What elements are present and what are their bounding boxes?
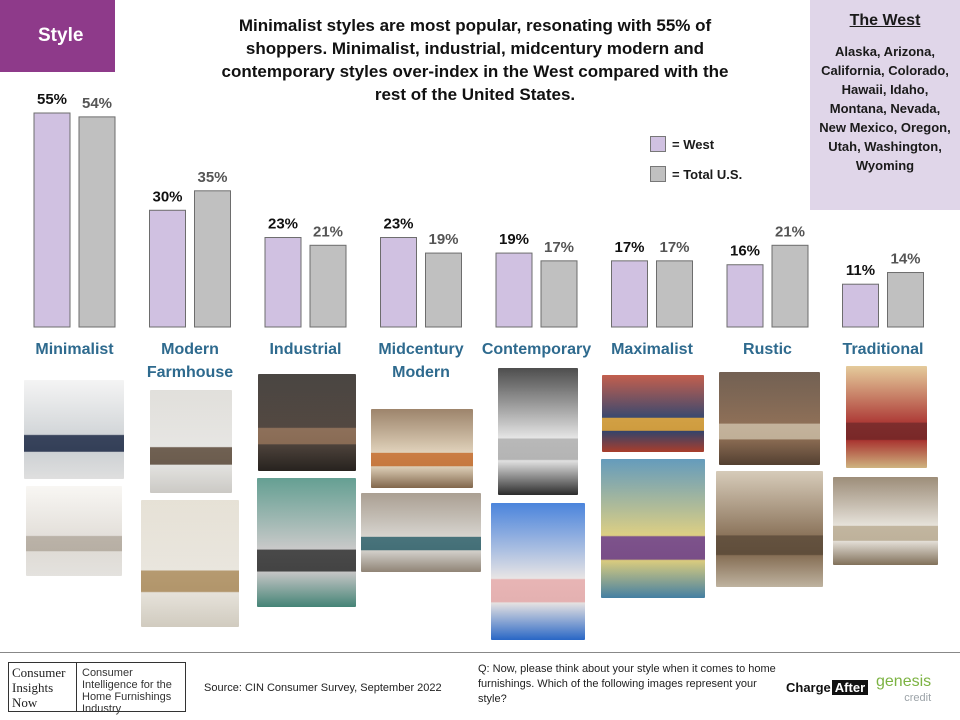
style-section-tag: Style (0, 0, 115, 72)
genesis-logo-sub: credit (904, 692, 932, 704)
minimalist-photo-1 (24, 380, 124, 479)
data-label-traditional-total: 14% (890, 251, 920, 268)
bar-midcentury-modern-total (425, 252, 462, 328)
data-label-contemporary-west: 19% (499, 231, 529, 248)
bar-chart: 55% 54% Minimalist 30% 35% Modern Farmhouse 23%… (33, 91, 924, 381)
category-label-traditional: Traditional (843, 341, 924, 358)
minimalist-photo-2 (26, 486, 122, 576)
category-label-maximalist: Maximalist (611, 341, 693, 358)
cin-logo: Consumer Insights Now Consumer Intellige… (8, 662, 186, 715)
bar-modern-farmhouse-west (149, 209, 186, 328)
data-label-modern-farmhouse-west: 30% (152, 188, 182, 205)
category-label-minimalist: Minimalist (35, 341, 114, 358)
farmhouse-photo-1 (150, 390, 232, 493)
genesis-logo-text: genesis (876, 673, 932, 690)
contemporary-photo-1 (498, 368, 578, 495)
legend-item-total: = Total U.S. (650, 166, 742, 182)
industrial-photo-2 (257, 478, 356, 607)
chart-legend: = West = Total U.S. (650, 136, 742, 196)
maximalist-photo-1 (602, 375, 704, 452)
bar-maximalist-total (656, 260, 693, 328)
bar-modern-farmhouse-total (194, 190, 231, 328)
data-label-contemporary-total: 17% (544, 239, 574, 256)
legend-swatch-west (650, 136, 666, 152)
bar-industrial-west (264, 237, 302, 328)
genesis-credit-logo: genesis credit (876, 674, 931, 706)
category-label-industrial: Industrial (269, 341, 341, 358)
contemporary-photo-2 (491, 503, 585, 640)
data-label-rustic-west: 16% (730, 243, 760, 260)
data-label-minimalist-total: 54% (82, 95, 112, 112)
bar-industrial-total (309, 244, 347, 328)
bar-midcentury-modern-west (380, 237, 417, 328)
bar-minimalist-west (33, 112, 71, 328)
data-label-midcentury-modern-west: 23% (383, 216, 413, 233)
rustic-photo-2 (716, 471, 823, 587)
bar-minimalist-total (78, 116, 116, 328)
category-label-rustic: Rustic (743, 341, 792, 358)
bar-maximalist-west (611, 260, 648, 328)
traditional-photo-1 (846, 366, 927, 468)
data-label-industrial-west: 23% (268, 216, 298, 233)
category-label-midcentury-modern: Midcentury Modern (378, 341, 463, 381)
headline: Minimalist styles are most popular, reso… (221, 16, 729, 104)
data-label-industrial-total: 21% (313, 223, 343, 240)
data-label-midcentury-modern-total: 19% (428, 231, 458, 248)
cin-logo-tagline: Consumer Intelligence for the Home Furni… (82, 667, 172, 715)
farmhouse-photo-2 (141, 500, 239, 627)
bar-contemporary-west (495, 252, 533, 328)
region-box: The West Alaska, Arizona, California, Co… (810, 0, 960, 210)
bar-contemporary-total (540, 260, 578, 328)
midcentury-photo-2 (361, 493, 481, 572)
region-title: The West (849, 12, 921, 29)
data-label-maximalist-west: 17% (614, 239, 644, 256)
legend-label-total: = Total U.S. (672, 166, 743, 182)
category-label-modern-farmhouse: Modern Farmhouse (147, 341, 233, 381)
cin-logo-wordmark: Consumer Insights Now (9, 663, 77, 711)
data-label-minimalist-west: 55% (37, 91, 67, 108)
category-label-contemporary: Contemporary (482, 341, 591, 358)
traditional-photo-2 (833, 477, 938, 565)
chargeafter-logo: Charge After (786, 680, 869, 695)
rustic-photo-1 (719, 372, 820, 465)
bar-rustic-total (771, 244, 809, 328)
data-label-traditional-west: 11% (846, 262, 875, 279)
region-states: Alaska, Arizona, California, Colorado, H… (819, 44, 951, 173)
bar-traditional-total (887, 272, 924, 328)
legend-item-west: = West (650, 136, 742, 152)
data-label-modern-farmhouse-total: 35% (197, 169, 227, 186)
industrial-photo-1 (258, 374, 356, 471)
survey-question: Q: Now, please think about your style wh… (478, 663, 776, 705)
bar-traditional-west (842, 283, 879, 328)
footer-divider (0, 652, 960, 653)
style-tag-label: Style (38, 25, 84, 46)
bar-rustic-west (726, 264, 764, 328)
midcentury-photo-1 (371, 409, 473, 488)
data-label-maximalist-total: 17% (659, 239, 689, 256)
chargeafter-logo-a: Charge (786, 680, 831, 695)
maximalist-photo-2 (601, 459, 705, 598)
legend-swatch-total (650, 166, 666, 182)
data-label-rustic-total: 21% (775, 223, 805, 240)
legend-label-west: = West (672, 136, 715, 152)
source-note: Source: CIN Consumer Survey, September 2… (204, 682, 442, 694)
chargeafter-logo-b: After (831, 680, 869, 695)
